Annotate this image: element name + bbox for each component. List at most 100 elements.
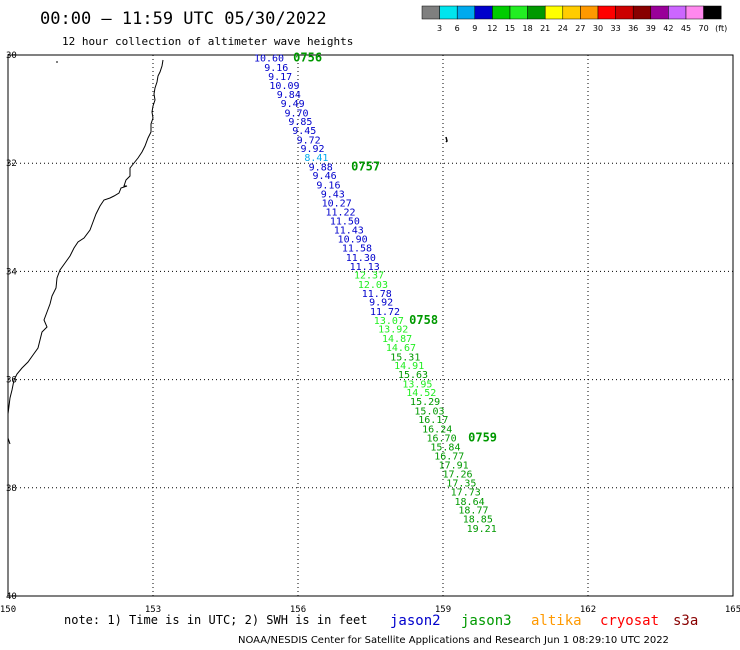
australia-coastline: [7, 59, 164, 415]
wave-height-value: 11.30: [346, 253, 376, 264]
footnote: note: 1) Time is in UTC; 2) SWH is in fe…: [64, 613, 367, 627]
wave-height-value: 13.95: [402, 379, 432, 390]
wave-height-value: 8.41: [304, 153, 328, 164]
wave-height-value: 11.43: [334, 226, 364, 237]
colorbar-swatch: [668, 5, 687, 20]
colorbar-swatch: [509, 5, 528, 20]
wave-height-value: 17.91: [439, 461, 469, 472]
wave-height-value: 17.26: [442, 470, 472, 481]
wave-height-value: 11.13: [350, 262, 380, 273]
colorbar-swatch: [456, 5, 476, 20]
colorbar-swatch: [632, 5, 652, 20]
wave-height-value: 15.03: [414, 406, 444, 417]
colorbar-label: 12: [487, 24, 497, 33]
colorbar-swatch: [421, 5, 440, 20]
wave-height-value: 11.22: [325, 207, 355, 218]
coast-fragment: [7, 437, 11, 445]
colorbar-swatch: [474, 5, 493, 20]
lon-tick-label: 150: [0, 605, 16, 615]
wave-height-value: 9.85: [288, 117, 312, 128]
wave-height-value: 10.27: [322, 199, 352, 210]
time-label: 0756: [293, 51, 322, 65]
satellite-legend: jason2 jason3 altika cryosat s3a: [390, 613, 698, 629]
wave-height-value: 11.78: [362, 289, 392, 300]
wave-height-value: 9.88: [309, 162, 333, 173]
lat-tick-label: 32: [6, 159, 17, 169]
lon-tick-label: 162: [580, 605, 596, 615]
wave-height-value: 9.92: [300, 144, 324, 155]
lon-tick-label: 159: [435, 605, 451, 615]
colorbar-swatch: [527, 5, 546, 20]
wave-height-value: 14.52: [406, 388, 436, 399]
colorbar-label: 21: [540, 24, 550, 33]
colorbar-label: 24: [558, 24, 568, 33]
colorbar-label: 27: [575, 24, 585, 33]
wave-height-value: 16.77: [434, 451, 464, 462]
colorbar-label: 3: [437, 24, 442, 33]
colorbar-label: (ft): [715, 24, 727, 33]
wave-height-value: 9.16: [316, 180, 340, 191]
wave-height-value: 10.90: [338, 234, 368, 245]
time-label: 0757: [351, 159, 380, 173]
wave-height-value: 16.24: [422, 424, 452, 435]
wave-height-value: 14.91: [394, 361, 424, 372]
wave-height-value: 9.49: [281, 99, 305, 110]
satellite-legend-altika: altika: [531, 613, 582, 629]
island-mark-east: [445, 136, 448, 143]
lat-tick-label: 38: [6, 484, 17, 494]
track-time-labels: 0756 0757 0758 0759: [293, 51, 497, 445]
wave-height-value: 9.84: [277, 90, 301, 101]
map-subtitle: 12 hour collection of altimeter wave hei…: [62, 35, 353, 48]
wave-height-value: 16.17: [418, 415, 448, 426]
credit-line: NOAA/NESDIS Center for Satellite Applica…: [238, 635, 669, 646]
wave-height-colorbar: 3 6 9 12 15 18 21 24 27 30 33 36 39 42 45 70 (ft): [421, 5, 727, 33]
colorbar-label: 45: [681, 24, 691, 33]
time-label: 0758: [409, 313, 438, 327]
wave-height-value: 9.72: [297, 135, 321, 146]
wave-height-value: 9.17: [268, 72, 292, 83]
colorbar-swatch: [580, 5, 599, 20]
colorbar-swatch: [439, 5, 458, 20]
lat-lon-grid: [8, 55, 733, 596]
colorbar-label: 36: [628, 24, 638, 33]
jason-track: 10.609.169.1710.099.849.499.709.859.459.…: [254, 54, 497, 535]
colorbar-label: 30: [593, 24, 603, 33]
wave-height-value: 9.92: [369, 298, 393, 309]
wave-height-value: 9.43: [321, 189, 345, 200]
colorbar-swatch: [650, 5, 669, 20]
lat-tick-label: 30: [6, 51, 17, 61]
wave-height-value: 15.63: [398, 370, 428, 381]
wave-height-value: 14.67: [386, 343, 416, 354]
lon-tick-label: 156: [290, 605, 306, 615]
wave-height-value: 11.72: [370, 307, 400, 318]
lon-tick-label: 153: [145, 605, 161, 615]
colorbar-label: 42: [663, 24, 673, 33]
satellite-legend-cryosat: cryosat: [600, 613, 659, 629]
colorbar-swatch: [492, 5, 511, 20]
satellite-legend-s3a: s3a: [673, 613, 698, 629]
time-label: 0759: [468, 430, 497, 444]
wave-height-value: 12.03: [358, 280, 388, 291]
wave-height-value: 18.85: [463, 515, 493, 526]
wave-height-value: 13.07: [374, 316, 404, 327]
wave-height-value: 15.84: [430, 443, 460, 454]
colorbar-label: 15: [505, 24, 515, 33]
map-title: 00:00 – 11:59 UTC 05/30/2022: [40, 9, 327, 29]
wave-height-value: 16.70: [426, 433, 456, 444]
colorbar-label: 33: [611, 24, 621, 33]
wave-height-value: 18.64: [455, 497, 485, 508]
colorbar-swatch: [544, 5, 564, 20]
colorbar-label: 39: [646, 24, 656, 33]
lat-tick-label: 36: [6, 376, 17, 386]
wave-height-value: 13.92: [378, 325, 408, 336]
wave-height-value: 9.70: [285, 108, 309, 119]
wave-height-value: 11.50: [330, 217, 360, 228]
colorbar-label: 18: [523, 24, 533, 33]
wave-height-value: 15.31: [390, 352, 420, 363]
wave-height-value: 9.16: [264, 63, 288, 74]
map-frame: [7, 54, 734, 597]
colorbar-swatch: [685, 5, 704, 20]
colorbar-label: 70: [699, 24, 709, 33]
wave-height-value: 10.60: [254, 54, 284, 65]
